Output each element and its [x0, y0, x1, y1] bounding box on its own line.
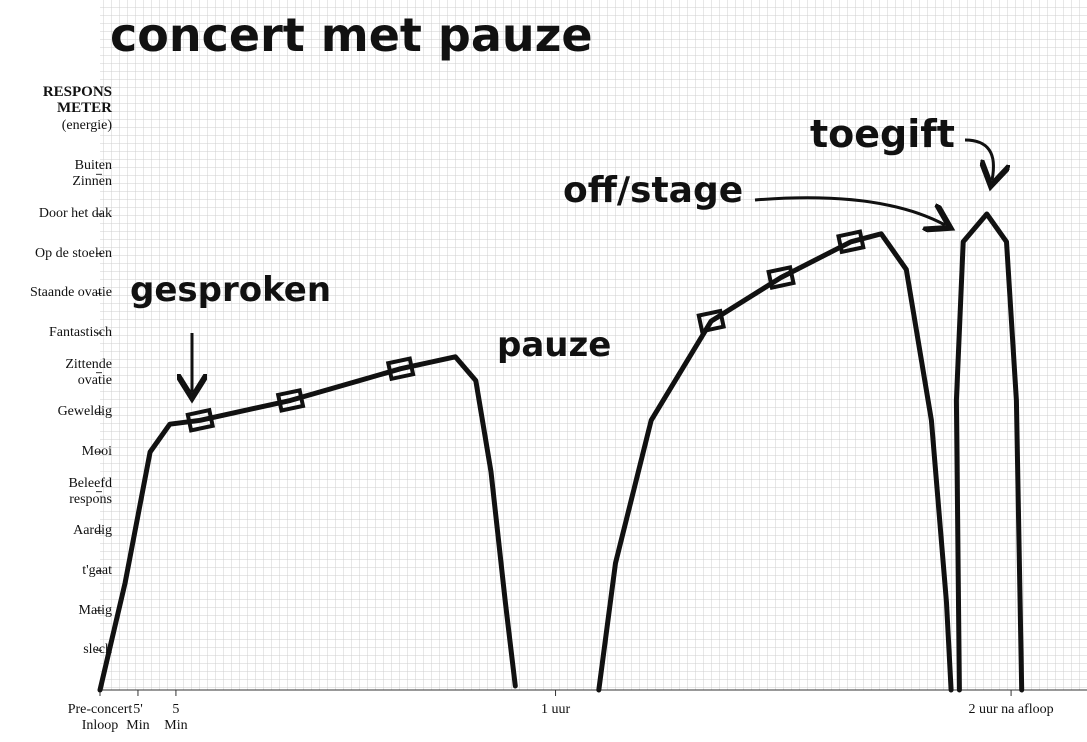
- annotation: gesproken: [130, 270, 331, 310]
- chart: concert met pauze RESPONS METER (energie…: [0, 0, 1087, 742]
- y-tick-label: Door het dak: [2, 206, 112, 222]
- y-tick-label: Mooi: [2, 444, 112, 460]
- y-tick-label: slech: [2, 642, 112, 658]
- x-tick-label: 2 uur na afloop: [951, 702, 1071, 718]
- y-tick-label: Staande ovatie: [2, 285, 112, 301]
- y-tick-label: Zittende ovatie: [2, 357, 112, 389]
- y-tick-label: Fantastisch: [2, 325, 112, 341]
- y-tick-label: Aardig: [2, 523, 112, 539]
- y-tick-label: t'gaat: [2, 563, 112, 579]
- x-tick-label: 5 Min: [116, 702, 236, 734]
- y-tick-label: Matig: [2, 603, 112, 619]
- y-axis-subtitle: (energie): [2, 118, 112, 134]
- y-tick-label: Beleefd respons: [2, 476, 112, 508]
- annotation: off/stage: [563, 170, 743, 211]
- chart-title: concert met pauze: [110, 8, 593, 62]
- y-tick-label: Op de stoelen: [2, 246, 112, 262]
- y-axis-title: RESPONS METER: [2, 84, 112, 116]
- y-tick-label: Buiten Zinnen: [2, 158, 112, 190]
- annotation: toegift: [810, 112, 955, 156]
- x-tick-label: 1 uur: [496, 702, 616, 718]
- y-tick-label: Geweldig: [2, 404, 112, 420]
- annotation: pauze: [497, 325, 611, 365]
